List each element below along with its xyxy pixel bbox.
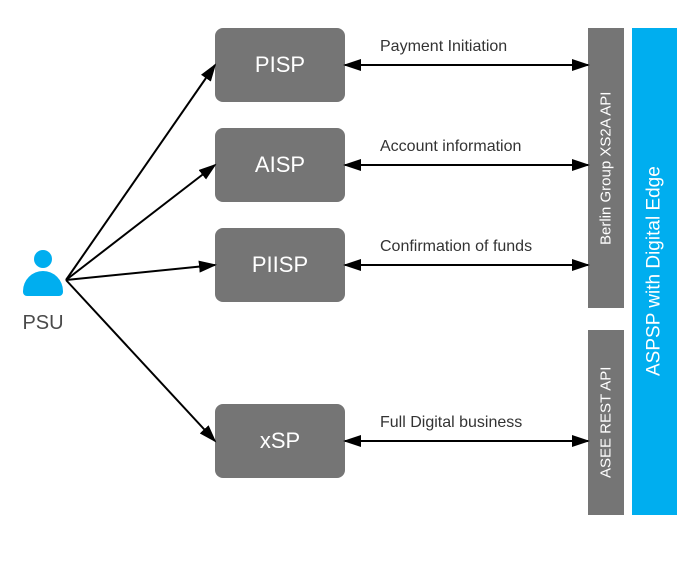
edge-label-digital: Full Digital business — [380, 414, 522, 432]
edge-label-payment: Payment Initiation — [380, 38, 507, 56]
node-aisp: AISP — [215, 128, 345, 202]
node-pisp-label: PISP — [255, 52, 305, 78]
diagram-canvas: PSU PISP AISP PIISP xSP Berlin Group XS2… — [0, 0, 700, 567]
node-xsp: xSP — [215, 404, 345, 478]
node-pisp: PISP — [215, 28, 345, 102]
edge-label-account: Account information — [380, 138, 521, 156]
bar-berlin-label: Berlin Group XS2A API — [598, 91, 615, 244]
edge-label-funds: Confirmation of funds — [380, 238, 532, 256]
bar-asee-label: ASEE REST API — [598, 367, 615, 478]
user-head-shape — [34, 250, 52, 268]
user-icon — [20, 250, 66, 310]
node-piisp: PIISP — [215, 228, 345, 302]
bar-berlin-group: Berlin Group XS2A API — [588, 28, 624, 308]
bar-asee-rest: ASEE REST API — [588, 330, 624, 515]
bar-aspsp: ASPSP with Digital Edge — [632, 28, 677, 515]
psu-label: PSU — [20, 312, 66, 335]
bar-aspsp-label: ASPSP with Digital Edge — [644, 167, 666, 377]
node-aisp-label: AISP — [255, 152, 305, 178]
node-xsp-label: xSP — [260, 428, 300, 454]
user-body-shape — [23, 271, 63, 296]
node-piisp-label: PIISP — [252, 252, 308, 278]
